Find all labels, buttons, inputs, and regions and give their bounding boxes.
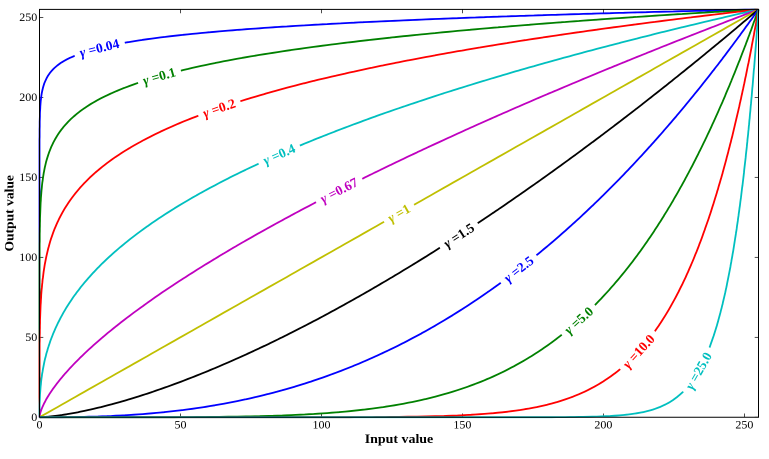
svg-text:150: 150 <box>453 417 471 431</box>
svg-text:50: 50 <box>175 417 187 431</box>
svg-text:200: 200 <box>594 417 612 431</box>
svg-text:100: 100 <box>19 250 37 264</box>
svg-text:γ =0.1: γ =0.1 <box>141 64 178 88</box>
svg-text:Input value: Input value <box>365 431 434 446</box>
svg-text:200: 200 <box>19 90 37 104</box>
svg-text:0: 0 <box>31 410 37 424</box>
svg-text:50: 50 <box>25 330 37 344</box>
svg-text:250: 250 <box>19 10 37 24</box>
svg-text:250: 250 <box>735 417 753 431</box>
svg-text:0: 0 <box>37 417 43 431</box>
svg-text:100: 100 <box>313 417 331 431</box>
svg-text:150: 150 <box>19 170 37 184</box>
svg-text:Output value: Output value <box>2 175 17 252</box>
